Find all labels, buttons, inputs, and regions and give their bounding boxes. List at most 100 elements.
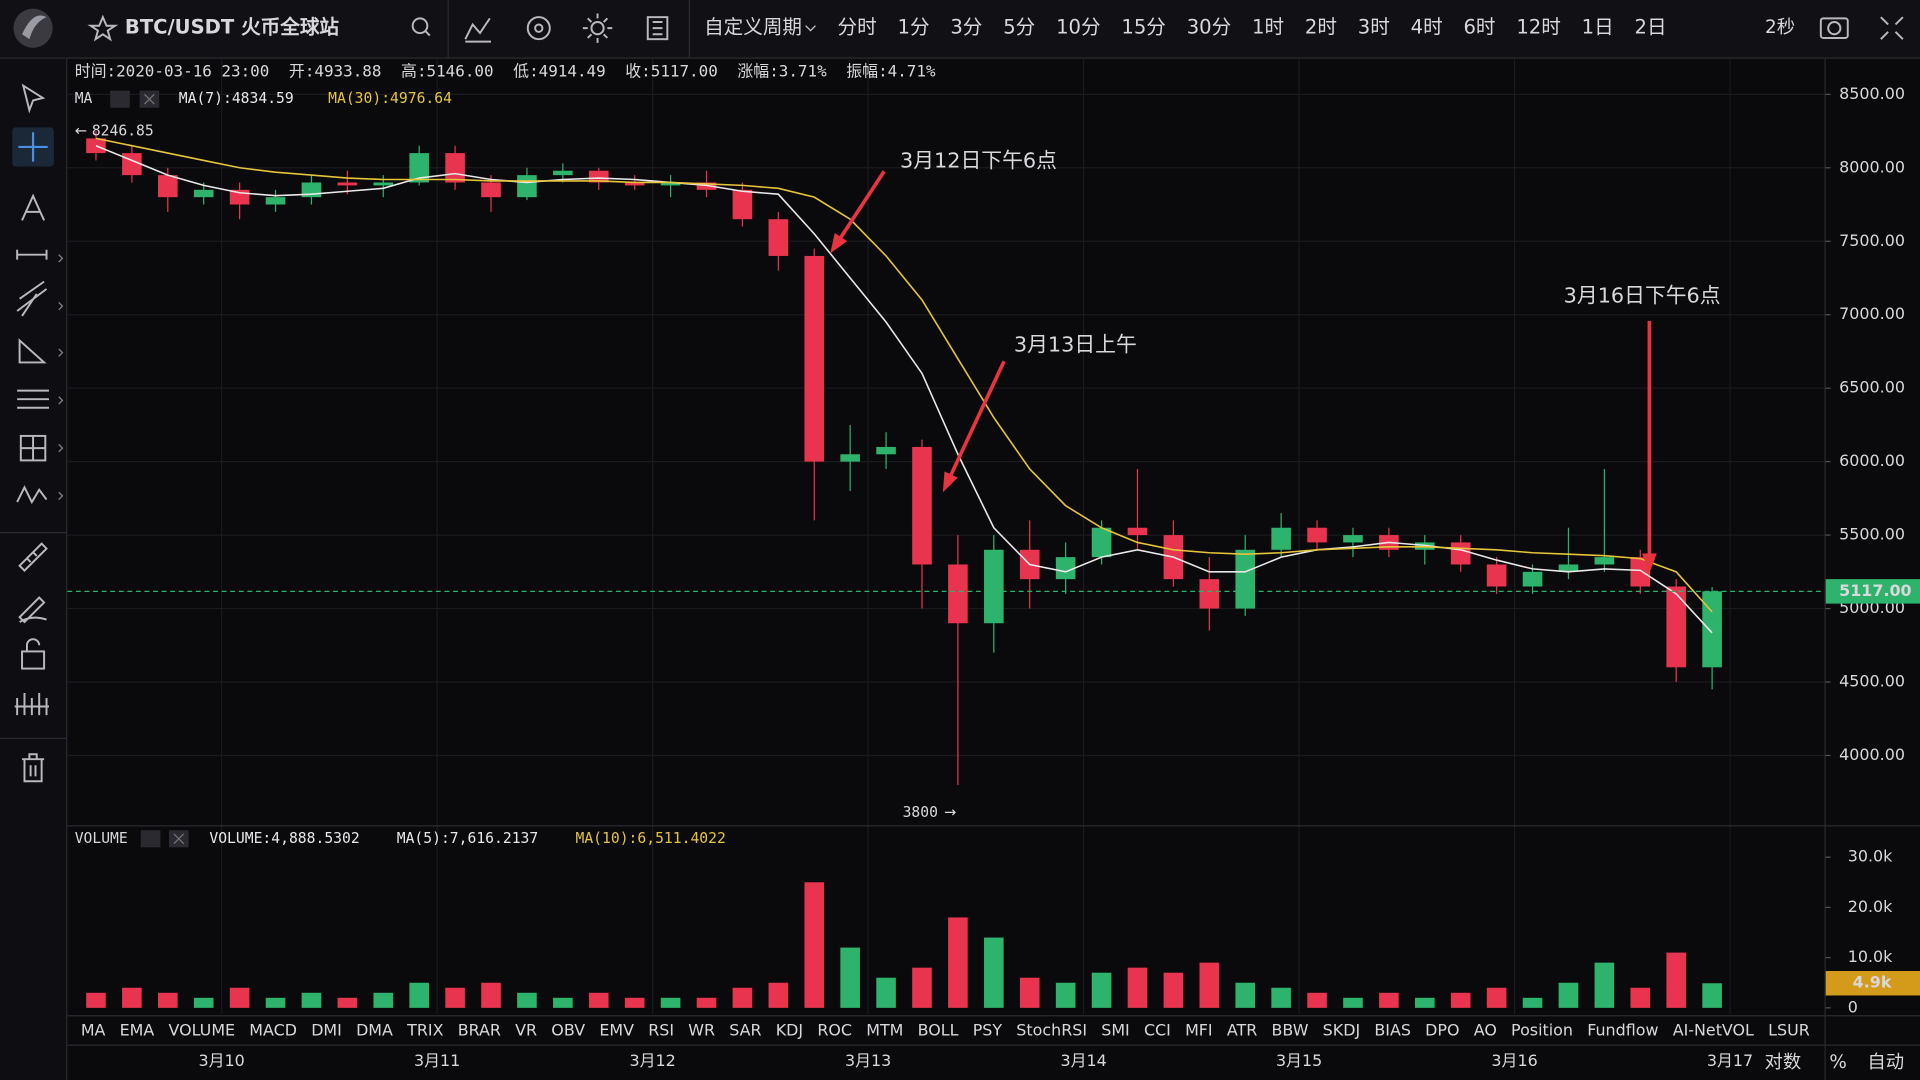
period-option[interactable]: 3分 (950, 16, 982, 39)
indicator-tab[interactable]: RSI (648, 1021, 674, 1040)
indicator-tab[interactable]: BIAS (1374, 1021, 1411, 1040)
brush-tool[interactable] (18, 596, 47, 624)
symbol[interactable]: BTC/USDT 火币全球站 (125, 16, 340, 39)
period-option[interactable]: 1分 (897, 16, 929, 39)
period-option[interactable]: 2日 (1635, 16, 1667, 39)
date-label: 3月10 (199, 1051, 245, 1070)
volume-bar (265, 997, 286, 1008)
period-option[interactable]: 6时 (1463, 16, 1495, 39)
indicator-tab[interactable]: MTM (866, 1021, 903, 1040)
screenshot-icon[interactable] (1819, 17, 1849, 39)
volume-bar (1486, 987, 1507, 1008)
info-label: 低: (513, 62, 538, 81)
period-option[interactable]: 2时 (1305, 16, 1337, 39)
indicator-tab[interactable]: PSY (973, 1021, 1003, 1040)
ma-settings[interactable] (110, 90, 130, 108)
indicator-tab[interactable]: BBW (1271, 1021, 1308, 1040)
indicator-tab[interactable]: MFI (1185, 1021, 1213, 1040)
volume-settings[interactable] (140, 830, 161, 848)
favorite-icon[interactable] (87, 14, 119, 42)
indicator-tab[interactable]: ROC (817, 1021, 852, 1040)
indicator-tab[interactable]: SAR (729, 1021, 761, 1040)
trend-line-tool[interactable] (16, 280, 48, 317)
indicator-tab[interactable]: MA (81, 1021, 106, 1040)
candle-body (1307, 527, 1327, 543)
period-option[interactable]: 4时 (1411, 16, 1443, 39)
indicator-tab[interactable]: AI-NetVOL (1673, 1021, 1754, 1040)
period-option[interactable]: 15分 (1121, 16, 1166, 39)
indicator-tab[interactable]: MACD (249, 1021, 297, 1040)
indicator-tab[interactable]: DMI (311, 1021, 342, 1040)
period-option[interactable]: 分时 (837, 16, 876, 39)
indicator-tab[interactable]: OBV (551, 1021, 585, 1040)
scale-option[interactable]: % (1829, 1052, 1846, 1073)
indicator-tab[interactable]: EMV (599, 1021, 634, 1040)
scale-option[interactable]: 自动 (1867, 1052, 1904, 1073)
period-option[interactable]: 30分 (1187, 16, 1232, 39)
indicator-tab[interactable]: DMA (356, 1021, 393, 1040)
lock-tool[interactable] (21, 650, 46, 670)
indicator-tab[interactable]: SMI (1101, 1021, 1130, 1040)
period-option[interactable]: 10分 (1056, 16, 1101, 39)
indicator-tab[interactable]: ATR (1227, 1021, 1257, 1040)
theme-rays (582, 13, 613, 43)
indicator-tab[interactable]: AO (1474, 1021, 1497, 1040)
volume-bar (1666, 952, 1686, 1008)
candle-body (193, 189, 214, 198)
candle-body (409, 153, 429, 183)
volume-bar (840, 947, 860, 1008)
candle-body (517, 175, 537, 198)
settings-icon[interactable] (526, 16, 551, 41)
indicator-tab[interactable]: TRIX (406, 1021, 443, 1040)
indicator-tab[interactable]: KDJ (776, 1021, 803, 1040)
volume-bar (876, 977, 896, 1008)
arrow-glyph: ← (75, 123, 87, 140)
indicator-tab[interactable]: BOLL (918, 1021, 959, 1040)
search-icon[interactable] (411, 17, 429, 35)
candle-body (373, 182, 394, 186)
ma-title: MA (75, 90, 93, 107)
indicator-tab[interactable]: BRAR (458, 1021, 501, 1040)
candle-body (1235, 549, 1256, 609)
wave-tool[interactable] (16, 485, 48, 505)
indicator-tab[interactable]: LSUR (1768, 1021, 1810, 1040)
text-tool[interactable] (21, 193, 45, 221)
scale-option[interactable]: 对数 (1764, 1052, 1801, 1073)
fib-tool[interactable] (17, 389, 49, 409)
indicator-tab[interactable]: CCI (1144, 1021, 1171, 1040)
crosshair-tool[interactable] (18, 132, 48, 162)
indicator-tab[interactable]: WR (688, 1021, 715, 1040)
high-marker: 8246.85 (92, 123, 154, 140)
fullscreen-icon[interactable] (1880, 16, 1904, 40)
indicator-tab[interactable]: VOLUME (168, 1021, 235, 1040)
period-option[interactable]: 5分 (1003, 16, 1035, 39)
indicator-tab[interactable]: VR (515, 1021, 537, 1040)
volume-bar (1163, 972, 1184, 1008)
indicator-tab[interactable]: StochRSI (1016, 1021, 1087, 1040)
indicator-tab[interactable]: DPO (1425, 1021, 1459, 1040)
indicator-icon[interactable] (464, 17, 492, 43)
visibility-tool[interactable] (14, 693, 49, 716)
price-tick-label: 8000.00 (1839, 157, 1905, 176)
period-option[interactable]: 12时 (1516, 16, 1561, 39)
period-option[interactable]: 3时 (1358, 16, 1390, 39)
indicator-tab[interactable]: SKDJ (1323, 1021, 1360, 1040)
shape-tool[interactable] (18, 338, 47, 364)
delete-tool[interactable] (22, 753, 45, 783)
price-tick-label: 7000.00 (1839, 304, 1905, 323)
period-option[interactable]: 1日 (1582, 16, 1614, 39)
period-option[interactable]: 1时 (1252, 16, 1284, 39)
layout-icon[interactable] (646, 16, 669, 41)
refresh-interval[interactable]: 2秒 (1765, 17, 1795, 38)
period-option[interactable]: 自定义周期 (704, 16, 802, 39)
cursor-tool[interactable] (21, 83, 46, 114)
ruler-tool[interactable] (18, 542, 48, 572)
candle-body (624, 182, 645, 186)
grid: 4000.004500.005000.005500.006000.006500.… (67, 58, 1905, 1070)
indicator-tab[interactable]: EMA (120, 1021, 155, 1040)
indicator-tab[interactable]: Position (1511, 1021, 1573, 1040)
measure-line-tool[interactable] (16, 249, 48, 260)
theme-icon[interactable] (590, 21, 605, 36)
indicator-tab[interactable]: Fundflow (1587, 1021, 1658, 1040)
search-icon-handle (424, 29, 431, 37)
